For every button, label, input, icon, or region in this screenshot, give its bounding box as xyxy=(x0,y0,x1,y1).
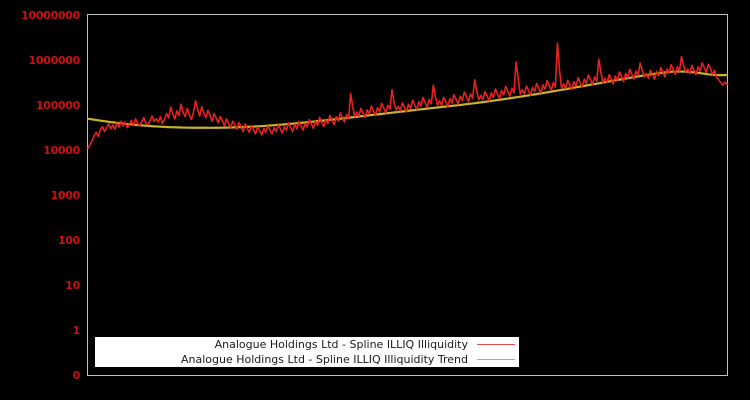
plot-area-frame xyxy=(87,14,728,376)
legend-item-illiquidity[interactable]: Analogue Holdings Ltd - Spline ILLIQ Ill… xyxy=(95,337,519,352)
legend-swatch-illiquidity-icon xyxy=(477,344,515,345)
legend-swatch-trend-icon xyxy=(477,359,515,360)
y-axis-tick-1000000: 1000000 xyxy=(28,54,81,67)
y-axis-tick-1: 1 xyxy=(72,324,81,337)
y-axis-tick-10000: 10000 xyxy=(43,144,80,157)
y-axis-tick-10: 10 xyxy=(65,279,80,292)
y-axis-tick-1000: 1000 xyxy=(50,189,81,202)
y-axis-tick-100: 100 xyxy=(57,234,80,247)
plot-lines xyxy=(87,42,728,150)
legend-label-illiquidity-trend: Analogue Holdings Ltd - Spline ILLIQ Ill… xyxy=(180,352,468,366)
trend-line-path xyxy=(87,70,728,129)
legend-label-illiquidity: Analogue Holdings Ltd - Spline ILLIQ Ill… xyxy=(214,337,468,351)
y-axis-tick-0: 0 xyxy=(72,369,81,382)
y-axis-tick-labels: 10000000 1000000 100000 10000 1000 100 10 1 0 xyxy=(0,0,80,400)
illiquidity-line-path xyxy=(87,42,728,150)
y-axis-tick-10000000: 10000000 xyxy=(21,9,80,22)
y-axis-tick-100000: 100000 xyxy=(35,99,80,112)
legend-item-illiquidity-trend[interactable]: Analogue Holdings Ltd - Spline ILLIQ Ill… xyxy=(95,352,519,367)
chart-legend[interactable]: Analogue Holdings Ltd - Spline ILLIQ Ill… xyxy=(95,337,519,367)
